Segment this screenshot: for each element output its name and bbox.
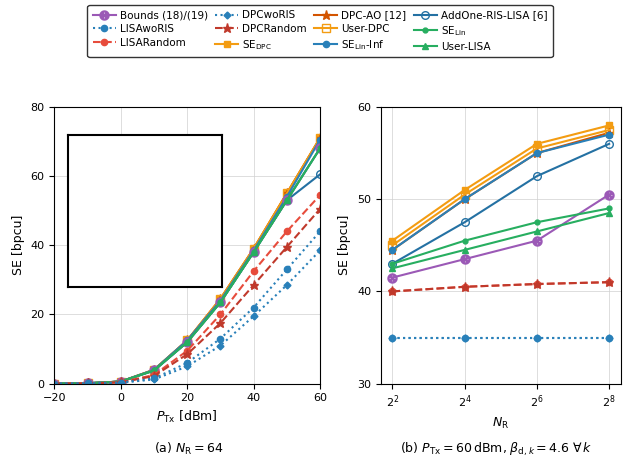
Text: (a) $N_{\mathrm{R}} = 64$: (a) $N_{\mathrm{R}} = 64$ bbox=[154, 441, 223, 458]
Text: (b) $P_{\mathrm{Tx}} = 60\,\mathrm{dBm}$, $\beta_{\mathrm{d},k} = 4.6\;\forall\,: (b) $P_{\mathrm{Tx}} = 60\,\mathrm{dBm}$… bbox=[400, 441, 592, 458]
X-axis label: $N_{\mathrm{R}}$: $N_{\mathrm{R}}$ bbox=[492, 416, 509, 431]
Legend: Bounds (18)/(19), LISAwoRIS, LISARandom, DPCwoRIS, DPCRandom, SE$_{\mathrm{DPC}}: Bounds (18)/(19), LISAwoRIS, LISARandom,… bbox=[88, 5, 552, 57]
Y-axis label: SE [bpcu]: SE [bpcu] bbox=[12, 215, 25, 275]
Bar bbox=[134, 148, 167, 197]
Y-axis label: SE [bpcu]: SE [bpcu] bbox=[339, 215, 351, 275]
X-axis label: $P_{\mathrm{Tx}}$ [dBm]: $P_{\mathrm{Tx}}$ [dBm] bbox=[156, 409, 218, 425]
